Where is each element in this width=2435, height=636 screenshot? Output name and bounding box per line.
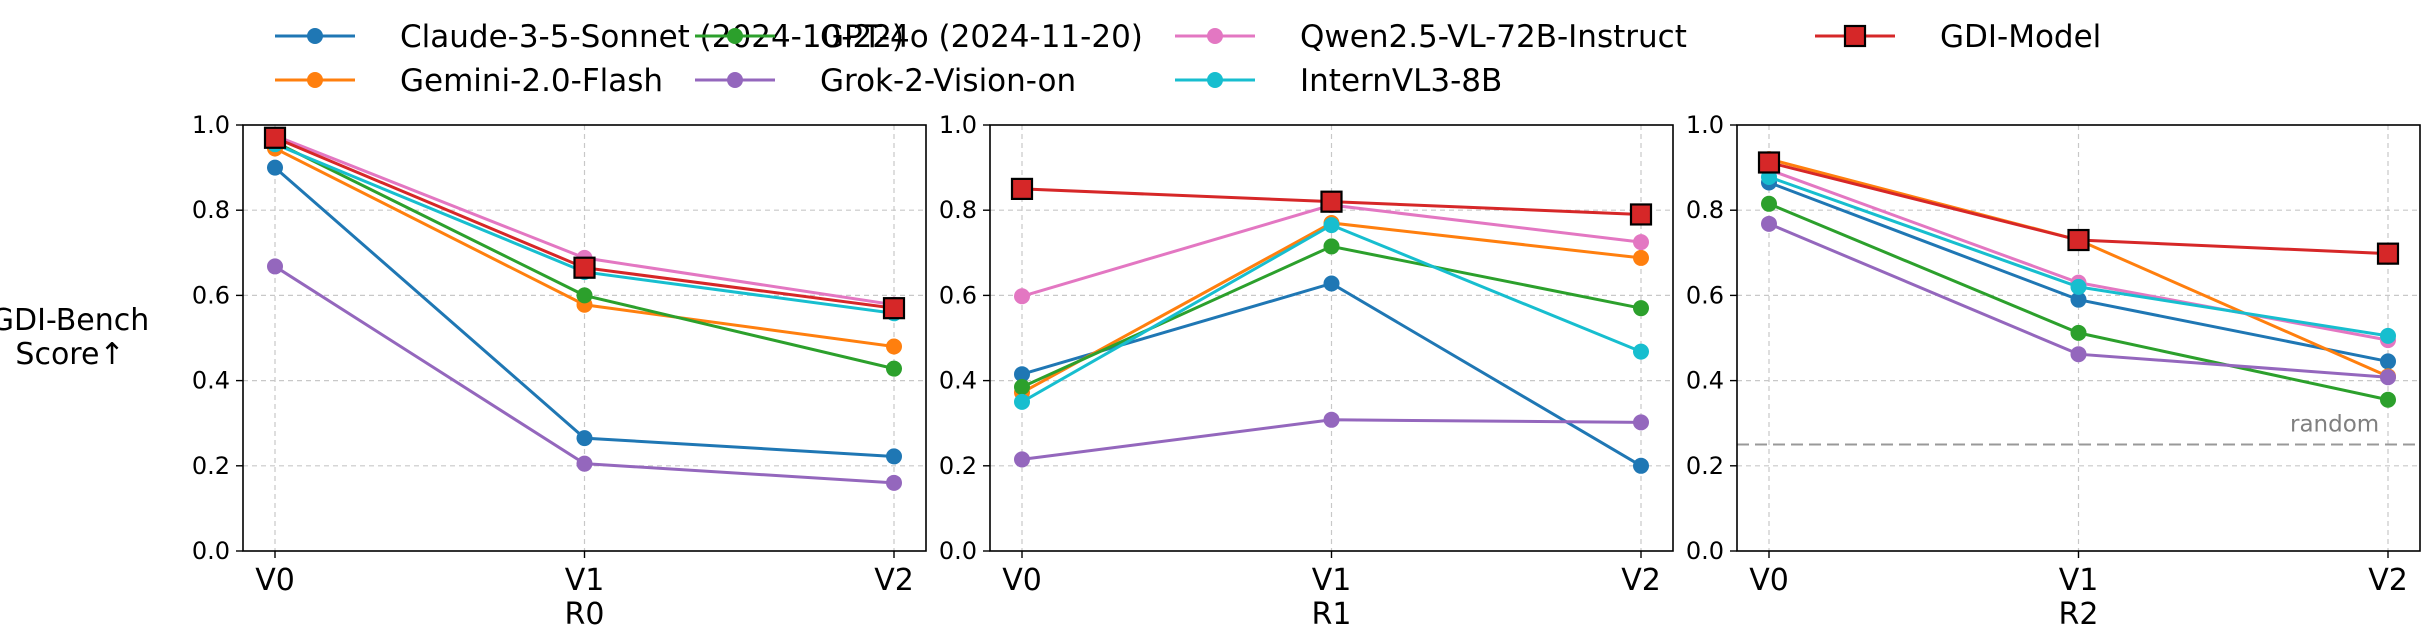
data-point-1-2	[886, 338, 902, 355]
data-point-3-0	[267, 258, 283, 275]
data-point-4-2	[1633, 234, 1649, 251]
x-tick-label-2: V2	[874, 563, 914, 598]
data-point-6-1	[2067, 228, 2090, 252]
series-line-0	[1021, 281, 1642, 468]
y-tick-label-4: 0.8	[1686, 196, 1724, 224]
legend-marker-0	[307, 28, 323, 44]
x-axis-label: R2	[2059, 597, 2099, 632]
data-point-6-2	[882, 297, 906, 320]
y-tick-label-1: 0.2	[939, 452, 977, 480]
y-tick-label-3: 0.6	[1686, 281, 1724, 309]
data-point-3-2	[886, 474, 902, 491]
data-point-3-2	[2380, 369, 2396, 386]
data-point-0-1	[2070, 291, 2087, 308]
data-point-4-0	[1014, 288, 1030, 305]
data-point-2-2	[1633, 300, 1649, 317]
data-point-2-1	[2070, 324, 2087, 341]
data-point-2-0	[1014, 378, 1030, 395]
legend-label-6: GDI-Model	[1940, 19, 2101, 55]
x-tick-label-0: V0	[1749, 563, 1789, 598]
x-tick-label-1: V1	[565, 563, 605, 598]
legend-label-1: Gemini-2.0-Flash	[400, 63, 663, 99]
y-tick-label-2: 0.4	[1686, 367, 1724, 395]
panel-r1: 0.0 0.2 0.4 0.6 0.8 1.0 V0 V1 V2 R1	[939, 111, 1674, 632]
data-point-5-0	[1014, 393, 1030, 410]
data-point-2-1	[1323, 238, 1340, 255]
y-axis-label-line-1: GDI-Bench	[0, 303, 149, 338]
y-tick-label-3: 0.6	[192, 281, 230, 309]
data-point-6-1	[573, 256, 596, 279]
data-point-5-2	[2380, 327, 2396, 344]
data-point-5-1	[1323, 217, 1340, 234]
panel-r2: random 0.0 0.2 0.4 0.6 0.8 1.0 V0 V1 V2 R2	[1686, 111, 2421, 632]
y-tick-label-1: 0.2	[192, 452, 230, 480]
data-point-5-2	[1633, 343, 1649, 360]
y-tick-label-5: 1.0	[939, 111, 977, 139]
data-point-0-0	[1014, 366, 1030, 383]
panel-r0: 0.0 0.2 0.4 0.6 0.8 1.0 V0 V1 V2 R0	[192, 111, 927, 632]
x-tick-label-2: V2	[1621, 563, 1661, 598]
data-point-3-2	[1633, 414, 1649, 431]
y-axis-label-line-2: Score↑	[15, 337, 124, 372]
data-point-6-0	[263, 126, 287, 149]
data-point-2-1	[576, 287, 593, 304]
data-point-0-2	[886, 448, 902, 465]
data-point-2-0	[1761, 195, 1777, 212]
data-point-3-0	[1014, 451, 1030, 468]
x-tick-label-2: V2	[2368, 563, 2408, 598]
data-point-0-2	[1633, 457, 1649, 474]
y-tick-label-2: 0.4	[939, 367, 977, 395]
legend-marker-5	[1207, 72, 1223, 88]
data-point-0-0	[267, 159, 283, 176]
legend-marker-3	[727, 72, 743, 88]
legend-label-0: Claude-3-5-Sonnet (2024-10-22)	[400, 19, 904, 55]
legend-marker-1	[307, 72, 323, 88]
data-point-3-0	[1761, 215, 1777, 232]
x-tick-label-0: V0	[1002, 563, 1042, 598]
x-axis-label: R1	[1312, 597, 1352, 632]
data-point-5-1	[2070, 278, 2087, 295]
data-point-0-2	[2380, 353, 2396, 370]
legend-label-3: Grok-2-Vision-on	[820, 63, 1076, 99]
data-point-3-1	[1323, 411, 1340, 428]
data-point-2-2	[2380, 391, 2396, 408]
data-point-6-0	[1757, 151, 1781, 174]
random-baseline-label: random	[2290, 412, 2379, 438]
legend-label-4: Qwen2.5-VL-72B-Instruct	[1300, 19, 1687, 55]
data-point-6-1	[1320, 190, 1343, 213]
y-tick-label-4: 0.8	[939, 196, 977, 224]
legend-marker-6	[1843, 24, 1867, 48]
y-tick-label-5: 1.0	[192, 111, 230, 139]
x-tick-label-1: V1	[2059, 563, 2099, 598]
data-point-3-1	[576, 455, 593, 472]
y-tick-label-0: 0.0	[939, 537, 977, 565]
legend: Claude-3-5-Sonnet (2024-10-22) Gemini-2.0…	[275, 19, 2101, 99]
data-point-2-2	[886, 360, 902, 377]
data-point-6-2	[2376, 242, 2400, 265]
y-tick-label-0: 0.0	[1686, 537, 1724, 565]
y-tick-label-1: 0.2	[1686, 452, 1724, 480]
data-point-6-0	[1010, 177, 1034, 200]
legend-label-2: GPT-4o (2024-11-20)	[820, 19, 1143, 55]
x-tick-label-0: V0	[255, 563, 295, 598]
legend-marker-2	[727, 28, 743, 44]
legend-label-5: InternVL3-8B	[1300, 63, 1502, 99]
x-axis-label: R0	[565, 597, 605, 632]
data-point-1-2	[1633, 249, 1649, 266]
data-point-0-1	[576, 430, 593, 447]
data-point-3-1	[2070, 346, 2087, 363]
y-tick-label-4: 0.8	[192, 196, 230, 224]
data-point-6-2	[1629, 203, 1653, 226]
x-tick-label-1: V1	[1312, 563, 1352, 598]
y-tick-label-5: 1.0	[1686, 111, 1724, 139]
data-point-0-1	[1323, 275, 1340, 292]
legend-marker-4	[1207, 28, 1223, 44]
y-tick-label-0: 0.0	[192, 537, 230, 565]
y-tick-label-2: 0.4	[192, 367, 230, 395]
y-tick-label-3: 0.6	[939, 281, 977, 309]
